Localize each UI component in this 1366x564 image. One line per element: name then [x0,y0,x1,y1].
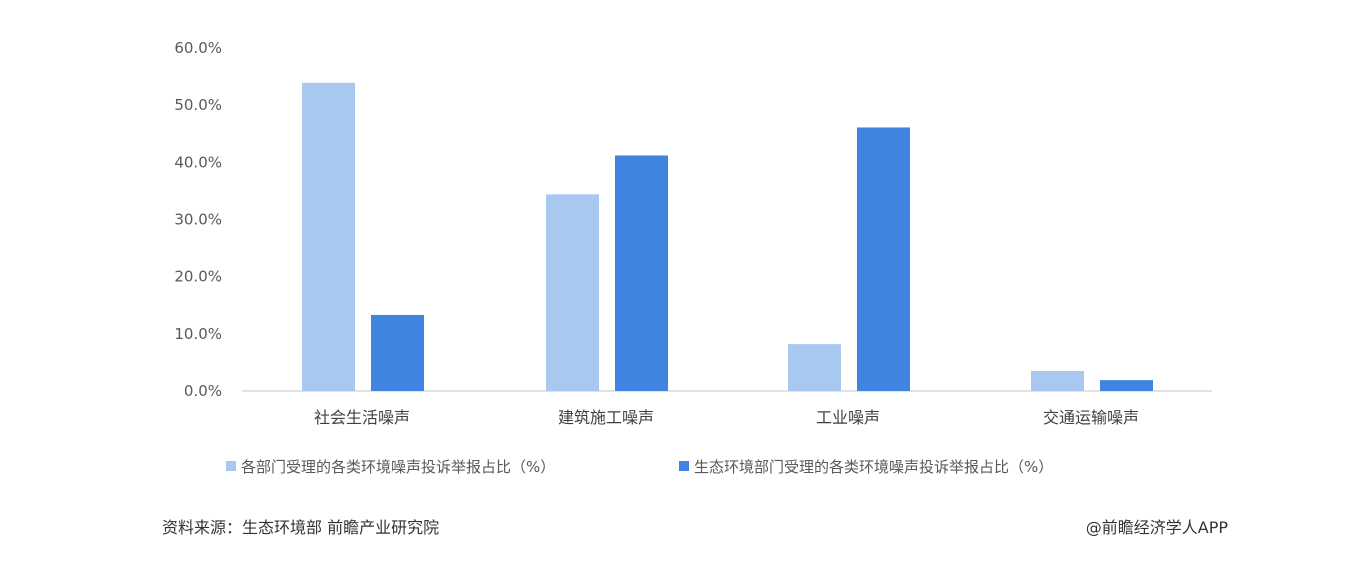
legend-label-series-1: 各部门受理的各类环境噪声投诉举报占比（%） [241,458,555,476]
legend-label-series-2: 生态环境部门受理的各类环境噪声投诉举报占比（%） [694,458,1053,476]
bar-series-2-1 [615,155,668,391]
y-tick-label: 20.0% [174,268,222,286]
bar-series-2-3 [1100,380,1153,391]
y-tick-label: 10.0% [174,325,222,343]
x-category-label: 社会生活噪声 [314,408,410,427]
y-tick-label: 60.0% [174,39,222,57]
bar-series-1-0 [302,82,355,391]
bar-series-1-1 [546,194,599,391]
bar-series-2-2 [857,127,910,391]
y-tick-label: 30.0% [174,211,222,229]
credit-watermark: @前瞻经济学人APP [1086,518,1229,537]
bar-series-1-3 [1031,370,1084,391]
x-category-label: 工业噪声 [816,408,880,427]
y-tick-label: 40.0% [174,153,222,171]
legend-swatch-series-2 [679,461,689,471]
y-tick-label: 0.0% [184,382,222,400]
source-note: 资料来源：生态环境部 前瞻产业研究院 [162,518,439,537]
y-tick-label: 50.0% [174,96,222,114]
bar-series-2-0 [371,314,424,391]
x-category-label: 交通运输噪声 [1043,408,1139,427]
x-category-label: 建筑施工噪声 [558,408,654,427]
bar-series-1-2 [788,344,841,391]
legend-swatch-series-1 [226,461,236,471]
